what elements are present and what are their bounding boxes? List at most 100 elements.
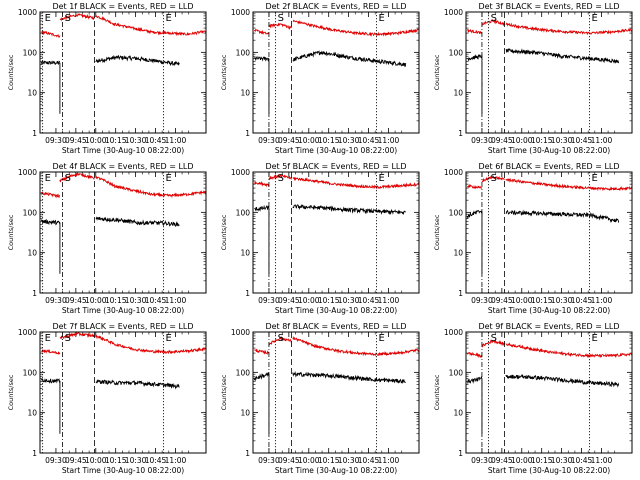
panel-6: Det 6f BLACK = Events, RED = LLD Counts/s…	[433, 162, 633, 315]
y-tick-label: 100	[236, 208, 251, 217]
y-tick-label: 1	[32, 449, 37, 458]
events-trace	[467, 54, 483, 62]
marker-label: E	[45, 13, 51, 24]
x-axis-label: Start Time (30-Aug-10 08:22:00)	[488, 146, 610, 155]
events-trace	[292, 203, 406, 216]
y-tick-label: 100	[449, 48, 464, 57]
x-axis-label: Start Time (30-Aug-10 08:22:00)	[62, 146, 184, 155]
x-tick-label: 10:15	[531, 296, 553, 305]
events-trace	[40, 218, 61, 226]
y-tick-label: 1	[245, 449, 250, 458]
events-trace	[254, 204, 270, 212]
x-tick-label: 10:45	[571, 456, 593, 465]
y-tick-label: 100	[236, 48, 251, 57]
x-tick-label: 10:15	[531, 456, 553, 465]
x-tick-label: 10:45	[358, 136, 380, 145]
x-tick-label: 10:45	[571, 296, 593, 305]
marker-label: S	[491, 13, 497, 24]
x-tick-label: 10:15	[105, 456, 127, 465]
y-tick-label: 100	[449, 368, 464, 377]
x-axis-label: Start Time (30-Aug-10 08:22:00)	[275, 466, 397, 475]
x-tick-label: 09:45	[65, 456, 87, 465]
lld-trace	[59, 12, 95, 22]
plot-frame	[252, 11, 420, 134]
x-tick-label: 10:15	[531, 136, 553, 145]
x-tick-label: 10:15	[318, 296, 340, 305]
x-tick-label: 10:30	[551, 296, 573, 305]
lld-trace	[466, 183, 483, 190]
x-tick-label: 09:45	[278, 456, 300, 465]
plot-frame	[465, 11, 633, 134]
y-tick-label: 1000	[18, 8, 37, 17]
x-tick-label: 10:30	[338, 456, 360, 465]
panel-1: Det 1f BLACK = Events, RED = LLD Counts/s…	[7, 2, 207, 155]
y-tick-label: 100	[23, 48, 38, 57]
lld-trace	[95, 14, 207, 37]
x-tick-label: 09:45	[65, 136, 87, 145]
panel-2: Det 2f BLACK = Events, RED = LLD Counts/s…	[220, 2, 420, 155]
lld-trace	[41, 30, 61, 38]
x-tick-label: 11:00	[165, 456, 187, 465]
x-tick-label: 10:00	[85, 456, 107, 465]
lld-trace	[481, 175, 505, 183]
lld-trace	[41, 349, 61, 356]
x-axis-label: Start Time (30-Aug-10 08:22:00)	[488, 306, 610, 315]
x-tick-label: 10:15	[318, 456, 340, 465]
plot-frame	[252, 331, 420, 454]
x-tick-label: 10:30	[551, 456, 573, 465]
marker-label: S	[278, 333, 284, 344]
panel-3: Det 3f BLACK = Events, RED = LLD Counts/s…	[433, 2, 633, 155]
y-tick-label: 10	[27, 89, 37, 98]
y-tick-label: 1	[245, 129, 250, 138]
x-tick-label: 10:45	[358, 296, 380, 305]
x-tick-label: 11:00	[591, 136, 613, 145]
marker-label: E	[166, 13, 172, 24]
lld-trace	[254, 180, 270, 188]
y-tick-label: 1000	[231, 8, 250, 17]
x-tick-label: 10:30	[338, 296, 360, 305]
x-tick-label: 09:30	[258, 136, 280, 145]
lld-trace	[481, 338, 505, 348]
y-axis-label: Counts/sec	[433, 214, 441, 250]
x-tick-label: 11:00	[378, 456, 400, 465]
events-trace	[505, 373, 620, 388]
y-tick-label: 1000	[231, 328, 250, 337]
events-trace	[95, 54, 180, 67]
x-tick-label: 10:45	[571, 136, 593, 145]
plot-frame	[39, 331, 207, 454]
x-tick-label: 10:45	[145, 456, 167, 465]
marker-label: E	[45, 173, 51, 184]
y-tick-label: 100	[236, 368, 251, 377]
x-tick-label: 09:30	[471, 136, 493, 145]
y-axis-label: Counts/sec	[220, 374, 228, 410]
lld-trace	[292, 19, 420, 37]
panel-title: Det 5f BLACK = Events, RED = LLD	[265, 162, 406, 171]
x-tick-label: 11:00	[591, 296, 613, 305]
x-tick-label: 10:15	[105, 296, 127, 305]
y-tick-label: 100	[23, 208, 38, 217]
x-tick-label: 10:30	[338, 136, 360, 145]
lld-trace	[481, 19, 505, 27]
x-tick-label: 09:30	[471, 456, 493, 465]
panel-title: Det 3f BLACK = Events, RED = LLD	[478, 2, 619, 11]
x-tick-label: 10:45	[145, 136, 167, 145]
x-tick-label: 10:15	[105, 136, 127, 145]
y-axis-label: Counts/sec	[220, 54, 228, 90]
y-axis-label: Counts/sec	[220, 214, 228, 250]
panel-8: Det 8f BLACK = Events, RED = LLD Counts/s…	[220, 322, 420, 475]
x-tick-label: 10:00	[85, 136, 107, 145]
y-tick-label: 10	[27, 409, 37, 418]
x-tick-label: 09:30	[45, 456, 67, 465]
lld-trace	[59, 331, 95, 340]
x-tick-label: 10:30	[125, 136, 147, 145]
y-tick-label: 1000	[444, 328, 463, 337]
y-tick-label: 1000	[231, 168, 250, 177]
y-tick-label: 100	[23, 368, 38, 377]
x-tick-label: 10:15	[318, 136, 340, 145]
x-axis-label: Start Time (30-Aug-10 08:22:00)	[275, 146, 397, 155]
y-tick-label: 1	[32, 289, 37, 298]
marker-label: S	[65, 333, 71, 344]
x-tick-label: 11:00	[378, 136, 400, 145]
marker-label: E	[592, 333, 598, 344]
marker-label: S	[491, 333, 497, 344]
